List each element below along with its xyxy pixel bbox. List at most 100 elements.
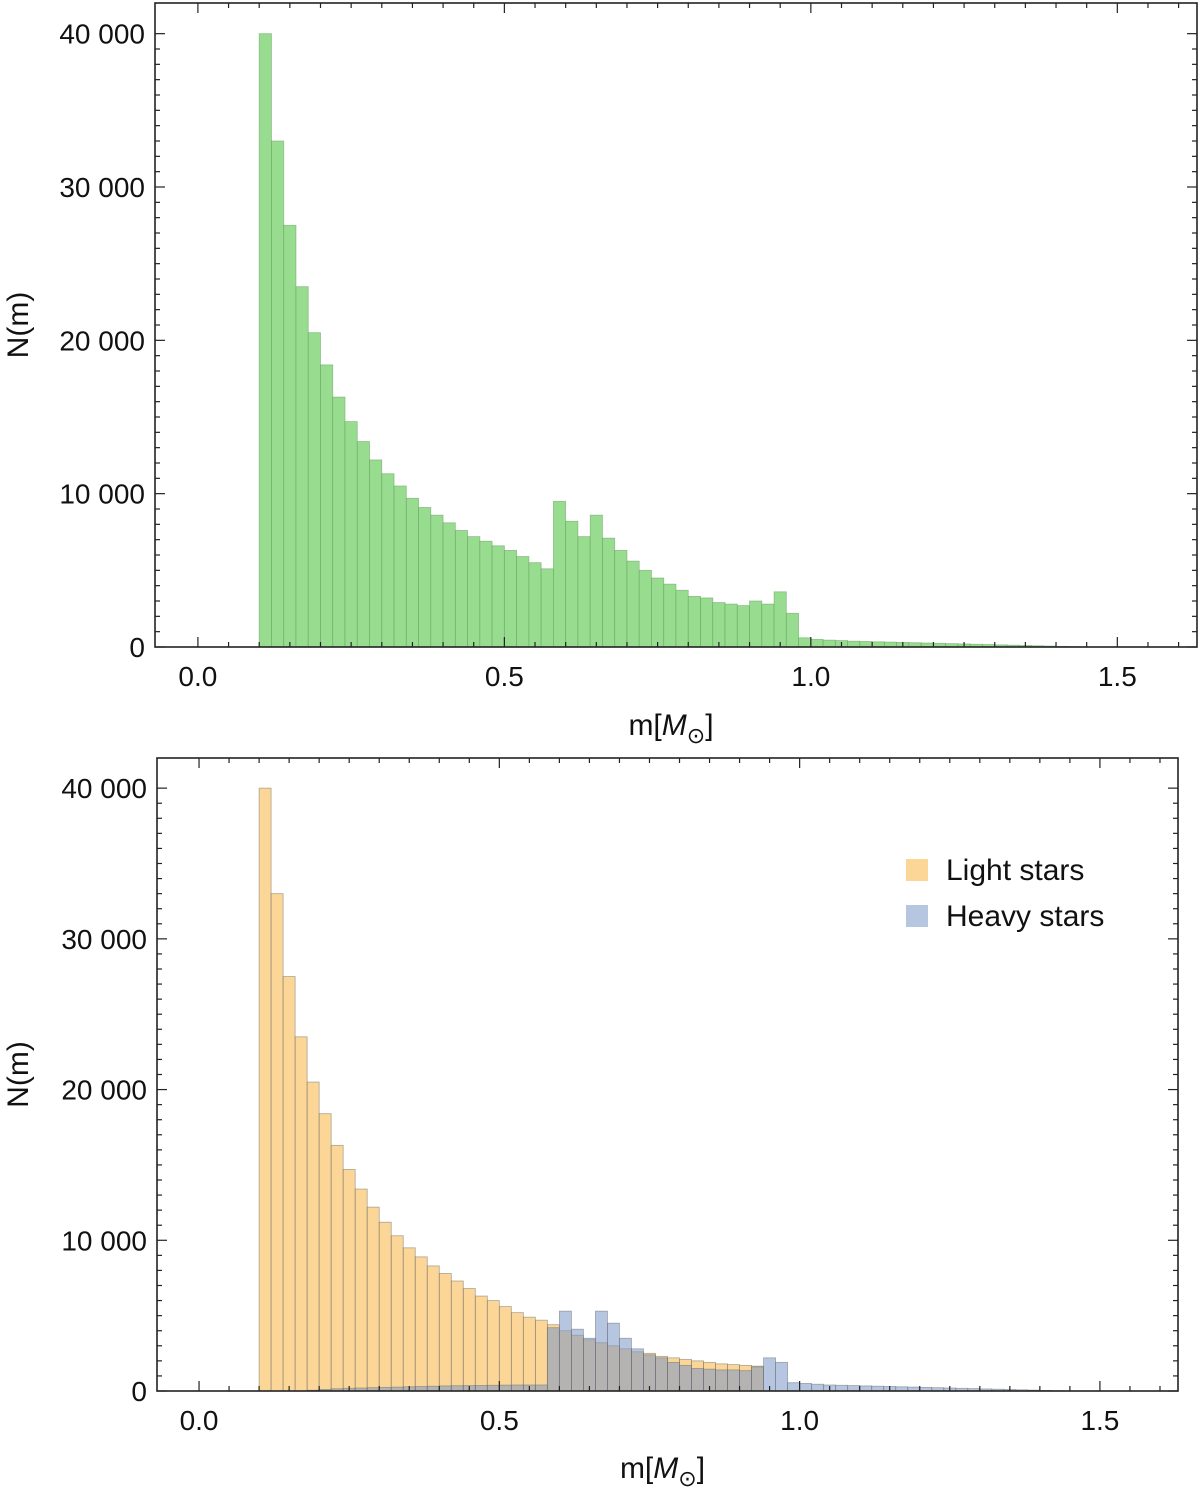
histogram-bar [700, 597, 714, 648]
histogram-bar [474, 1295, 488, 1392]
histogram-bar [751, 1366, 764, 1392]
legend-swatch [906, 859, 928, 881]
histogram-bar [474, 1385, 488, 1392]
x-tick-label: 0.5 [480, 1405, 519, 1436]
histogram-bar [467, 536, 481, 648]
series-light-stars [258, 787, 764, 1392]
legend: Light stars Heavy stars [906, 854, 1104, 933]
y-tick-label: 10 000 [61, 1225, 147, 1256]
histogram-bar [798, 637, 812, 648]
histogram-bar [528, 562, 542, 648]
histogram-bar [739, 1370, 752, 1392]
histogram-bar [546, 1327, 560, 1392]
histogram-bar [727, 1369, 740, 1392]
histogram-bar [344, 421, 358, 648]
histogram-bar [306, 1081, 320, 1392]
histogram-bar [724, 603, 738, 648]
x-axis-title: m[M⊙] [620, 1452, 705, 1491]
y-tick-label: 40 000 [59, 19, 145, 50]
histogram-bar [354, 1188, 368, 1392]
y-tick-label: 20 000 [59, 325, 145, 356]
series-main [258, 33, 1081, 648]
histogram-bar [712, 602, 726, 648]
histogram-bar [553, 500, 567, 648]
histogram-bar [393, 485, 407, 648]
histogram-bar [643, 1354, 656, 1392]
histogram-bar [715, 1369, 728, 1392]
histogram-bar [847, 640, 861, 648]
y-tick-label: 20 000 [61, 1075, 147, 1106]
histogram-bar [799, 1383, 813, 1392]
histogram-bar [271, 140, 285, 648]
histogram-bar [847, 1385, 861, 1392]
histogram-bar [462, 1288, 476, 1392]
histogram-bar [510, 1384, 524, 1392]
histogram-bar [366, 1206, 380, 1392]
histogram-bar [378, 1221, 392, 1392]
x-tick-label: 1.5 [1080, 1405, 1119, 1436]
histogram-bar [589, 514, 603, 648]
histogram-bar [522, 1316, 536, 1392]
histogram-bar [270, 893, 284, 1392]
histogram-bar [655, 1357, 668, 1392]
x-tick-label: 1.0 [780, 1405, 819, 1436]
histogram-bar [450, 1280, 464, 1392]
histogram-bar [307, 332, 321, 648]
histogram-bar [631, 1348, 644, 1392]
histogram-bar [295, 286, 309, 648]
histogram-bar [761, 603, 775, 648]
histogram-bar [418, 507, 432, 648]
x-tick-label: 0.0 [180, 1405, 219, 1436]
x-tick-label: 0.0 [178, 661, 217, 692]
histogram-bar [342, 1169, 356, 1392]
histogram-bar [626, 560, 640, 648]
y-tick-label: 0 [129, 632, 145, 663]
histogram-bar [859, 641, 873, 648]
histogram-bar [691, 1367, 704, 1392]
histogram-bar [258, 33, 272, 648]
y-axis-title: N(m) [2, 1041, 35, 1108]
histogram-bar [785, 612, 799, 648]
legend-label: Light stars [946, 854, 1084, 887]
histogram-bar [540, 568, 554, 648]
histogram-bar [811, 1383, 825, 1392]
histogram-bar [454, 530, 468, 648]
histogram-bar [835, 1384, 849, 1392]
histogram-bar [516, 556, 530, 648]
histogram-bar [583, 1337, 596, 1392]
histogram-bar [438, 1273, 452, 1392]
histogram-bar [534, 1384, 548, 1392]
histogram-bar [294, 1036, 308, 1392]
histogram-bar [258, 787, 272, 1392]
y-tick-label: 0 [131, 1376, 147, 1407]
histogram-bar [282, 976, 296, 1392]
x-axis-title: m[M⊙] [628, 709, 713, 748]
histogram-bar [318, 1113, 332, 1392]
legend-label: Heavy stars [946, 900, 1104, 933]
histogram-bar [283, 224, 297, 648]
histogram-bar [595, 1310, 608, 1392]
histogram-bar [356, 441, 370, 648]
histogram-bar [414, 1256, 428, 1392]
legend-swatch [906, 905, 928, 927]
histogram-bar [619, 1337, 632, 1392]
x-tick-label: 1.5 [1098, 661, 1137, 692]
histogram-bar [369, 459, 383, 648]
histogram-bar [479, 540, 493, 648]
histogram-bar [510, 1312, 524, 1392]
y-tick-label: 40 000 [61, 773, 147, 804]
histogram-bar [332, 396, 346, 648]
histogram-bar [736, 605, 750, 648]
histogram-bar [614, 550, 628, 648]
histogram-bar [534, 1319, 548, 1392]
histogram-bar [430, 514, 444, 648]
histogram-bar [602, 537, 616, 648]
x-tick-label: 1.0 [791, 661, 830, 692]
histogram-bar [491, 545, 505, 648]
histogram-bar [638, 569, 652, 648]
histogram-bar [320, 364, 334, 648]
histogram-bar [749, 600, 763, 648]
histogram-bar [442, 522, 456, 648]
y-axis-title: N(m) [2, 292, 35, 359]
chart-panel-top: 0.0 0.5 1.0 1.5 0 10 000 20 000 30 000 40 000 m[M… [2, 2, 1198, 748]
